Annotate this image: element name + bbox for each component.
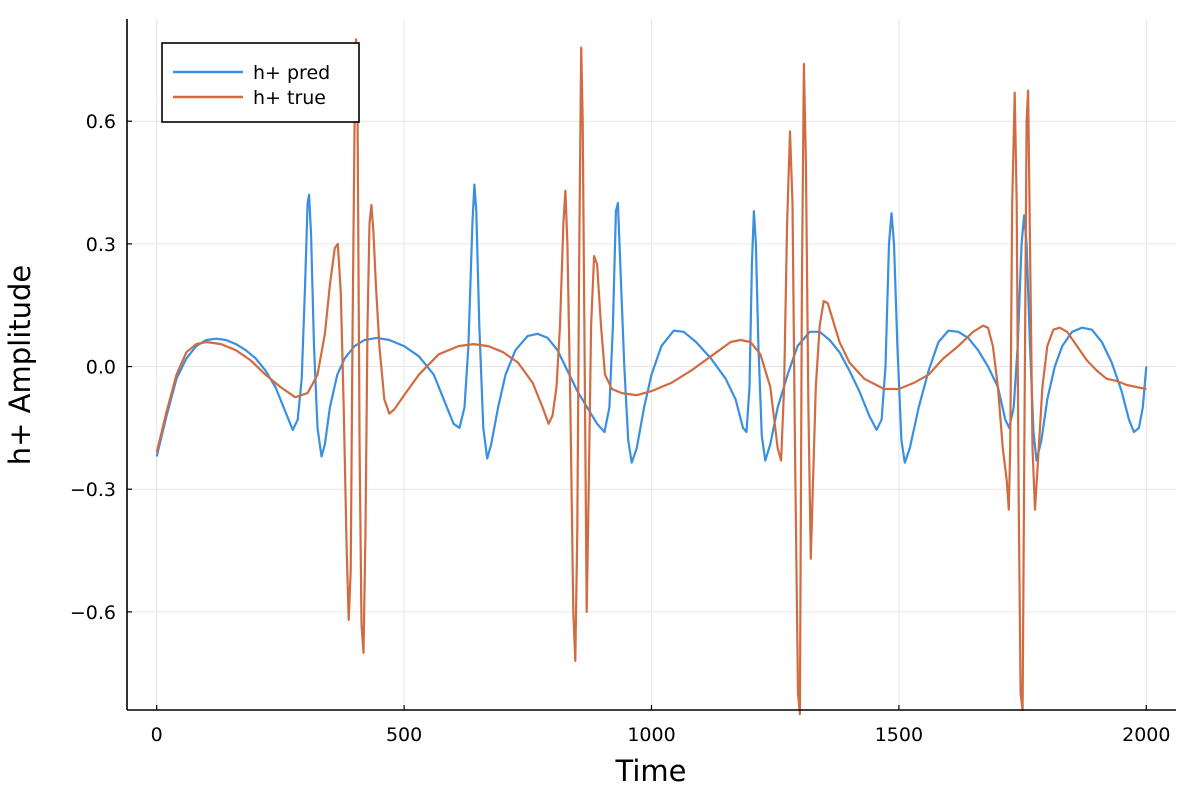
x-tick-label: 1500 (875, 724, 923, 746)
legend-label-pred: h+ pred (253, 62, 330, 84)
y-tick-label: 0.3 (86, 234, 116, 256)
x-axis-label: Time (615, 754, 687, 788)
x-tick-label: 500 (386, 724, 422, 746)
legend-box (161, 42, 360, 123)
y-tick-label: 0.0 (86, 357, 116, 379)
legend: h+ pred h+ true (161, 42, 360, 123)
x-tick-label: 0 (151, 724, 163, 746)
x-tick-label: 1000 (627, 724, 675, 746)
tick-labels: 0 500 1000 1500 2000 −0.6 −0.3 0.0 0.3 0.6 (70, 111, 1171, 746)
y-tick-label: 0.6 (86, 111, 116, 133)
y-tick-label: −0.3 (70, 479, 116, 501)
series-line-h-pred (155, 183, 1148, 464)
y-axis-label: h+ Amplitude (3, 265, 37, 466)
y-tick-label: −0.6 (70, 602, 116, 624)
x-tick-label: 2000 (1122, 724, 1170, 746)
legend-label-true: h+ true (253, 87, 326, 109)
grid (127, 19, 1176, 710)
